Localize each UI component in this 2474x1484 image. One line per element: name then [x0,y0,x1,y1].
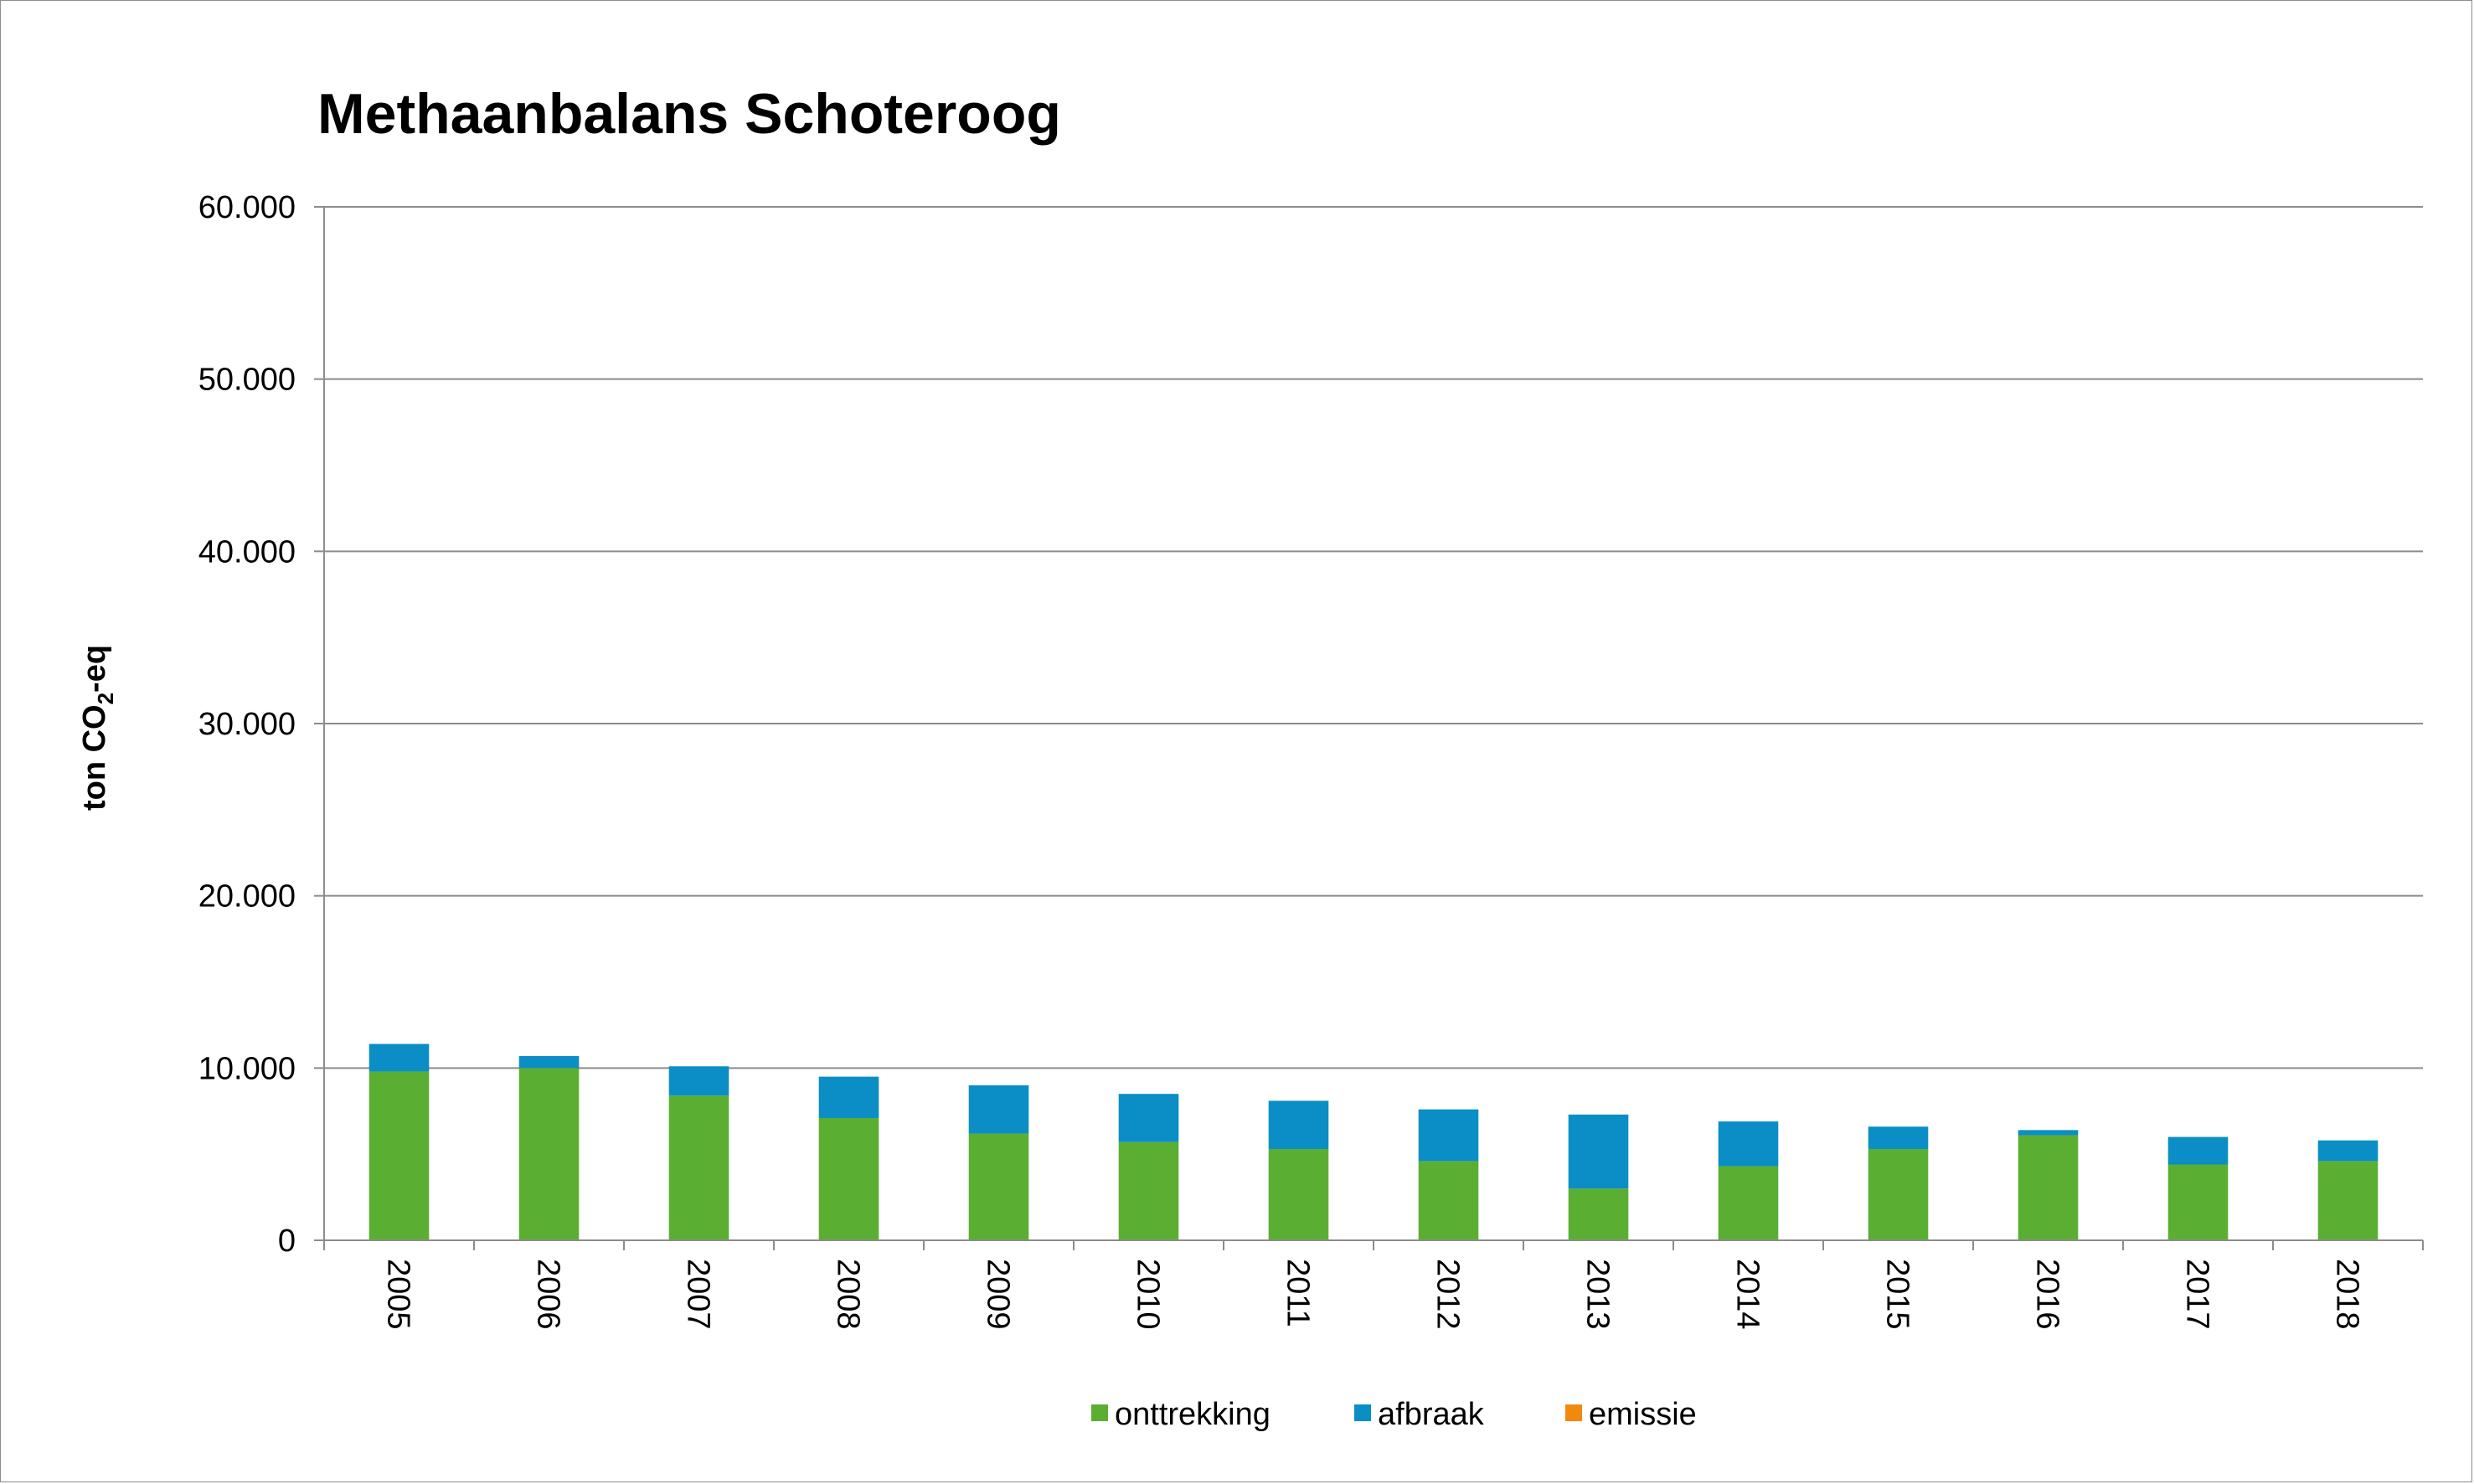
bar-afbraak-2018 [2317,1140,2379,1162]
legend-swatch-onttrekking [1091,1404,1108,1421]
x-tick-label-2017: 2017 [2180,1259,2215,1330]
x-tick-label-2005: 2005 [381,1259,416,1330]
bar-afbraak-2010 [1118,1094,1179,1142]
x-axis-ticks: 2005 2006 2007 2008 2009 2010 2011 2012 2013 2014… [323,1240,2424,1330]
x-tick-label-2014: 2014 [1730,1259,1765,1330]
x-tick-label-2008: 2008 [831,1259,866,1330]
legend: onttrekking afbraak emissie [1091,1397,1697,1432]
bar-afbraak-2005 [369,1043,430,1072]
bar-afbraak-2011 [1268,1100,1329,1149]
bar-afbraak-2007 [668,1066,729,1096]
y-axis-label-prefix: ton CO [77,704,112,811]
x-tick-label-2010: 2010 [1131,1259,1166,1330]
y-axis-label-subscript: 2 [93,693,118,704]
bar-onttrekking-2012 [1418,1161,1479,1240]
legend-label-onttrekking: onttrekking [1115,1397,1271,1432]
x-tick-label-2013: 2013 [1580,1259,1616,1330]
bar-onttrekking-2014 [1718,1166,1779,1240]
bar-onttrekking-2011 [1268,1148,1329,1240]
bar-onttrekking-2016 [2018,1135,2079,1240]
bars [369,1043,2379,1240]
y-tick-label: 10.000 [198,1051,296,1086]
bar-afbraak-2016 [2018,1130,2079,1136]
bar-onttrekking-2015 [1868,1148,1929,1240]
bar-afbraak-2006 [518,1055,580,1069]
gridlines [324,206,2423,1069]
bar-afbraak-2017 [2167,1136,2229,1165]
y-tick-label: 30.000 [198,707,296,742]
x-tick-label-2018: 2018 [2330,1259,2365,1330]
legend-swatch-afbraak [1354,1404,1371,1421]
bar-onttrekking-2008 [818,1117,879,1240]
y-tick-label: 40.000 [198,534,296,569]
legend-label-afbraak: afbraak [1378,1397,1485,1432]
bar-afbraak-2014 [1718,1121,1779,1167]
x-tick-label-2015: 2015 [1880,1259,1915,1330]
y-tick-label: 20.000 [198,879,296,915]
bar-onttrekking-2017 [2167,1164,2229,1240]
bar-onttrekking-2013 [1568,1188,1629,1240]
bar-onttrekking-2007 [668,1095,729,1240]
legend-swatch-emissie [1565,1404,1582,1421]
bar-onttrekking-2010 [1118,1141,1179,1240]
legend-label-emissie: emissie [1589,1397,1697,1432]
bar-onttrekking-2005 [369,1071,430,1240]
bar-afbraak-2008 [818,1076,879,1118]
x-tick-label-2009: 2009 [981,1259,1016,1330]
y-axis-ticks: 0 10.000 20.000 30.000 40.000 50.000 60.000 [198,190,324,1259]
bar-afbraak-2012 [1418,1109,1479,1162]
bar-afbraak-2013 [1568,1114,1629,1189]
bar-afbraak-2015 [1868,1126,1929,1149]
chart-title: Methaanbalans Schoteroog [317,82,1061,146]
bar-onttrekking-2006 [518,1068,580,1240]
y-tick-label: 60.000 [198,190,296,225]
y-tick-label: 50.000 [198,363,296,398]
x-tick-label-2011: 2011 [1281,1259,1316,1327]
bar-onttrekking-2018 [2317,1161,2379,1240]
y-axis-label: ton CO2-eq [77,645,118,811]
y-axis-label-suffix: -eq [77,645,112,693]
bar-onttrekking-2009 [968,1133,1029,1240]
x-tick-label-2007: 2007 [681,1259,716,1330]
bar-afbraak-2009 [968,1085,1029,1134]
y-tick-label: 0 [278,1224,296,1259]
x-tick-label-2012: 2012 [1430,1259,1466,1330]
x-tick-label-2006: 2006 [531,1259,566,1330]
x-tick-label-2016: 2016 [2030,1259,2065,1330]
